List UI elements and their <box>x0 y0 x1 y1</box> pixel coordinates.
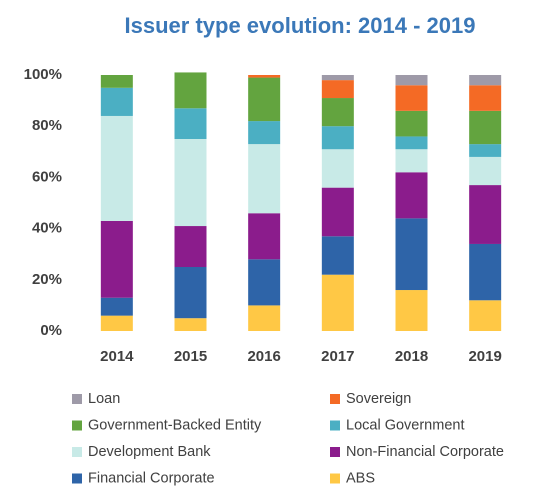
bar-segment <box>321 80 354 99</box>
y-tick-label: 80% <box>32 117 62 134</box>
bar-segment <box>395 290 428 331</box>
legend-label: ABS <box>346 470 375 486</box>
bar-segment <box>248 213 281 260</box>
bar-segment <box>100 220 133 298</box>
bar-segment <box>100 115 133 221</box>
bar-segment <box>100 87 133 116</box>
bar-segment <box>469 110 502 145</box>
bar-segment <box>321 75 354 81</box>
bar-segment <box>395 75 428 86</box>
bar-segment <box>174 226 207 267</box>
y-tick-label: 100% <box>24 66 62 83</box>
y-tick-label: 20% <box>32 271 62 288</box>
legend-swatch <box>72 394 82 404</box>
legend-swatch <box>72 447 82 457</box>
bar-segment <box>469 144 502 157</box>
legend-label: Sovereign <box>346 391 411 407</box>
bar-segment <box>248 77 281 122</box>
bar-segment <box>100 75 133 88</box>
bar-segment <box>395 172 428 219</box>
bar-segment <box>248 121 281 145</box>
legend-swatch <box>72 473 82 484</box>
bar-segment <box>469 185 502 244</box>
bar-segment <box>395 110 428 137</box>
bar-segment <box>469 156 502 186</box>
legend-label: Non-Financial Corporate <box>346 444 504 460</box>
legend-swatch <box>330 447 340 457</box>
bar-segment <box>395 149 428 173</box>
legend-label: Financial Corporate <box>88 470 215 486</box>
bar-segment <box>174 72 207 109</box>
bar-segment <box>248 144 281 214</box>
x-tick-label: 2018 <box>395 348 428 365</box>
bar-segment <box>469 75 502 86</box>
bar-segment <box>469 300 502 331</box>
x-tick-label: 2017 <box>321 348 354 365</box>
x-tick-label: 2015 <box>174 348 207 365</box>
legend-label: Loan <box>88 391 120 407</box>
bar-segment <box>100 315 133 331</box>
bar-segment <box>321 126 354 150</box>
bar-segment <box>248 305 281 331</box>
legend-swatch <box>330 473 340 484</box>
bar-segment <box>321 187 354 237</box>
bar-segment <box>174 267 207 319</box>
x-tick-label: 2014 <box>100 348 134 365</box>
bar-segment <box>469 243 502 301</box>
bar-segment <box>321 98 354 127</box>
bar-segment <box>395 218 428 291</box>
bar-segment <box>100 297 133 316</box>
bar-segment <box>321 274 354 331</box>
bar-segment <box>321 236 354 275</box>
y-tick-label: 60% <box>32 168 62 185</box>
y-tick-label: 0% <box>40 322 62 339</box>
x-tick-label: 2019 <box>468 348 501 365</box>
legend-label: Government-Backed Entity <box>88 417 262 433</box>
legend-label: Local Government <box>346 417 464 433</box>
chart-title: Issuer type evolution: 2014 - 2019 <box>125 13 476 38</box>
bar-segment <box>174 139 207 227</box>
bar-segment <box>248 259 281 306</box>
bar-segment <box>395 136 428 150</box>
bar-segment <box>469 85 502 111</box>
legend-swatch <box>330 394 340 404</box>
bar-segment <box>321 149 354 188</box>
bar-segment <box>248 75 281 78</box>
y-tick-label: 40% <box>32 220 62 237</box>
bar-segment <box>174 318 207 331</box>
legend-swatch <box>72 420 82 431</box>
legend-swatch <box>330 420 340 431</box>
bar-segment <box>174 108 207 139</box>
bar-segment <box>395 85 428 111</box>
x-tick-label: 2016 <box>247 348 280 365</box>
legend-label: Development Bank <box>88 444 211 460</box>
